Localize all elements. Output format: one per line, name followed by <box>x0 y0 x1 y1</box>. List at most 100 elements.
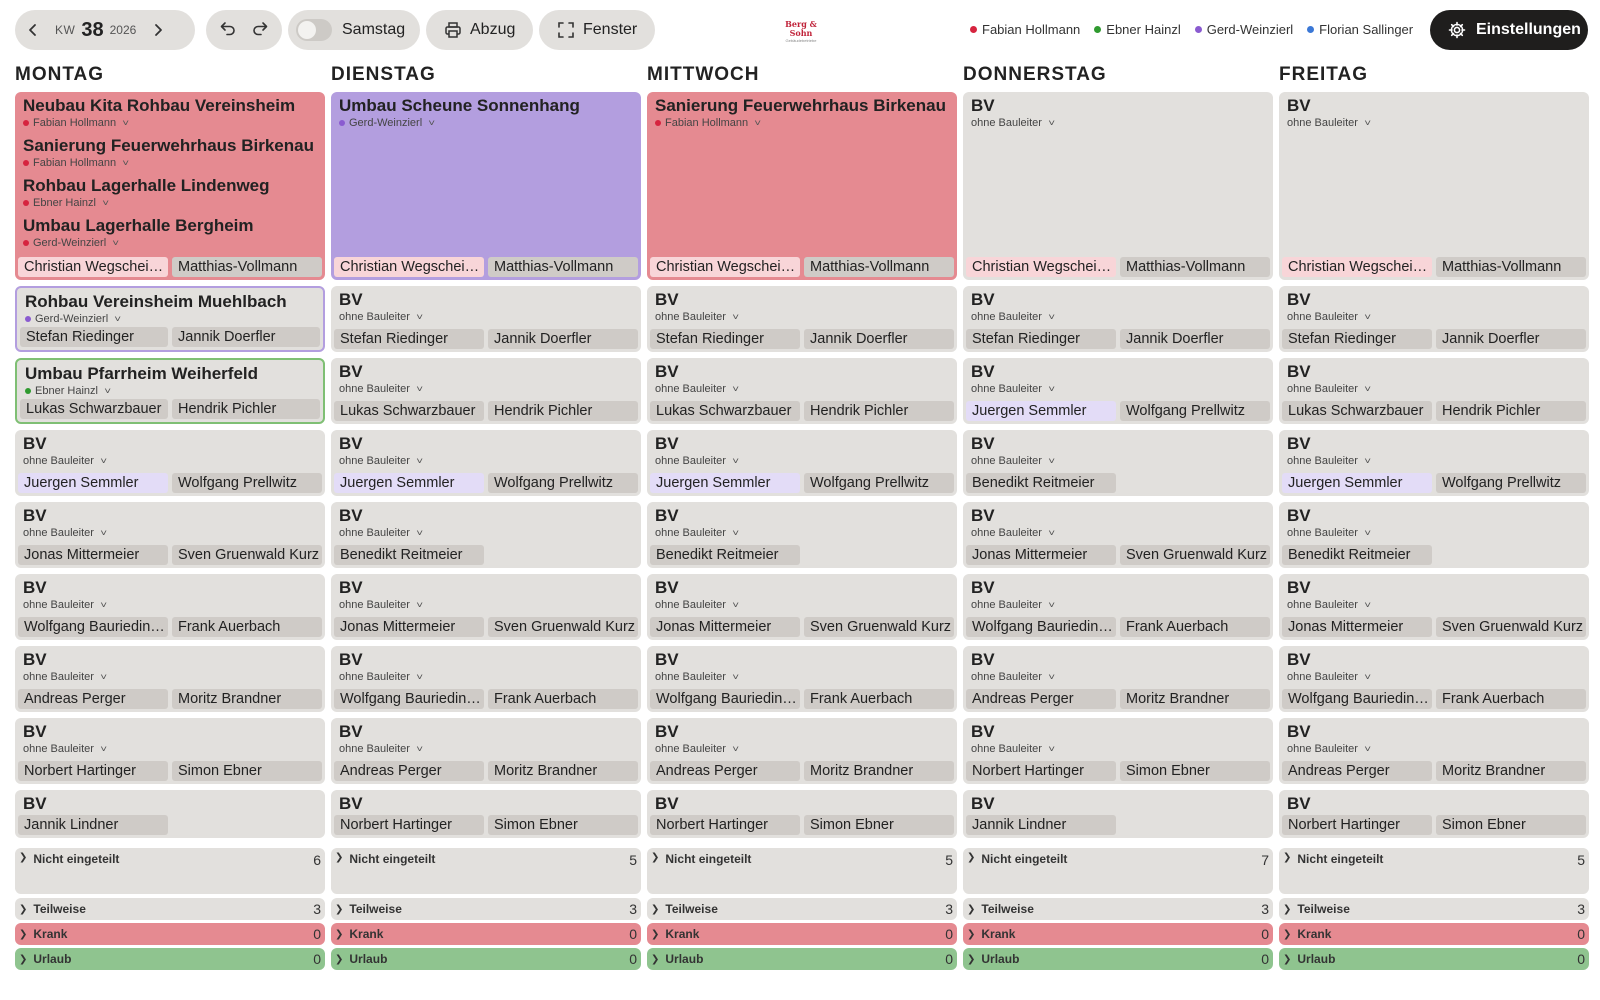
worker-chip[interactable]: Sven Gruenwald Kurz <box>172 545 322 565</box>
project-title[interactable]: BV <box>655 506 679 525</box>
worker-chip[interactable]: Jannik Doerfler <box>172 327 320 347</box>
worker-chip[interactable]: Moritz Brandner <box>1436 761 1586 781</box>
project-title[interactable]: BV <box>1287 434 1311 453</box>
project-title[interactable]: BV <box>339 578 363 597</box>
worker-chip[interactable]: Wolfgang Prellwitz <box>172 473 322 493</box>
print-button[interactable]: Abzug <box>426 10 533 50</box>
worker-chip[interactable]: Andreas Perger <box>1282 761 1432 781</box>
previous-week-button[interactable] <box>15 12 51 48</box>
site-manager-select[interactable]: ohne Bauleiter ˅ <box>971 116 1265 130</box>
worker-chip[interactable]: Matthias-Vollmann <box>488 257 638 277</box>
assignment-card[interactable]: BV ohne Bauleiter ˅ Andreas Perger Moritz Br… <box>15 646 325 712</box>
worker-chip[interactable]: Simon Ebner <box>488 815 638 835</box>
site-manager-select[interactable]: ohne Bauleiter ˅ <box>655 742 949 756</box>
worker-chip[interactable]: Moritz Brandner <box>804 761 954 781</box>
site-manager-select[interactable]: Fabian Hollmann ˅ <box>655 116 949 130</box>
project-title[interactable]: Umbau Lagerhalle Bergheim <box>23 216 254 235</box>
site-manager-select[interactable]: ohne Bauleiter ˅ <box>971 382 1265 396</box>
assignment-card[interactable]: BV ohne Bauleiter ˅ Jonas Mittermeier Sven G… <box>963 502 1273 568</box>
assignment-card[interactable]: BV ohne Bauleiter ˅ Benedikt Reitmeier <box>647 502 957 568</box>
worker-chip[interactable]: Jonas Mittermeier <box>650 617 800 637</box>
site-manager-select[interactable]: ohne Bauleiter ˅ <box>971 670 1265 684</box>
worker-chip[interactable]: Lukas Schwarzbauer <box>1282 401 1432 421</box>
worker-chip[interactable]: Simon Ebner <box>804 815 954 835</box>
site-manager-select[interactable]: ohne Bauleiter ˅ <box>1287 310 1581 324</box>
worker-chip[interactable]: Wolfgang Bauriedinger <box>18 617 168 637</box>
assignment-card[interactable]: BV ohne Bauleiter ˅ Jonas Mittermeier Sven G… <box>15 502 325 568</box>
assignment-card[interactable]: BV ohne Bauleiter ˅ Juergen Semmler Wolfgang… <box>331 430 641 496</box>
partial-section[interactable]: ❯ Teilweise 3 <box>15 898 325 920</box>
settings-button[interactable]: Einstellungen <box>1430 10 1588 50</box>
undo-button[interactable] <box>219 19 237 42</box>
assignment-card[interactable]: BV ohne Bauleiter ˅ Benedikt Reitmeier <box>331 502 641 568</box>
sick-section[interactable]: ❯ Krank 0 <box>331 923 641 945</box>
worker-chip[interactable]: Juergen Semmler <box>18 473 168 493</box>
project-title[interactable]: BV <box>1287 506 1311 525</box>
site-manager-select[interactable]: ohne Bauleiter ˅ <box>971 454 1265 468</box>
assignment-card[interactable]: BV ohne Bauleiter ˅ Stefan Riedinger Jannik … <box>331 286 641 352</box>
assignment-card[interactable]: BV ohne Bauleiter ˅ Jonas Mittermeier Sven G… <box>647 574 957 640</box>
project-title[interactable]: BV <box>339 722 363 741</box>
worker-chip[interactable]: Benedikt Reitmeier <box>966 473 1116 493</box>
assignment-card[interactable]: BV ohne Bauleiter ˅ Wolfgang Bauriedinger Fr… <box>963 574 1273 640</box>
project-title[interactable]: BV <box>23 434 47 453</box>
project-title[interactable]: Rohbau Vereinsheim Muehlbach <box>25 292 287 311</box>
worker-chip[interactable]: Matthias-Vollmann <box>1120 257 1270 277</box>
worker-chip[interactable]: Stefan Riedinger <box>1282 329 1432 349</box>
site-manager-select[interactable]: ohne Bauleiter ˅ <box>339 526 633 540</box>
assignment-card[interactable]: Umbau Pfarrheim Weiherfeld Ebner Hainzl ˅ L… <box>15 358 325 424</box>
worker-chip[interactable]: Simon Ebner <box>1436 815 1586 835</box>
worker-chip[interactable]: Jannik Doerfler <box>488 329 638 349</box>
project-title[interactable]: BV <box>1287 650 1311 669</box>
sick-section[interactable]: ❯ Krank 0 <box>647 923 957 945</box>
assignment-card[interactable]: BV ohne Bauleiter ˅ Christian Wegscheider Ma… <box>1279 92 1589 280</box>
worker-chip[interactable]: Norbert Hartinger <box>334 815 484 835</box>
worker-chip[interactable]: Matthias-Vollmann <box>172 257 322 277</box>
worker-chip[interactable]: Hendrik Pichler <box>804 401 954 421</box>
site-manager-select[interactable]: Fabian Hollmann ˅ <box>23 116 317 130</box>
project-title[interactable]: BV <box>655 362 679 381</box>
project-title[interactable]: BV <box>1287 578 1311 597</box>
assignment-card[interactable]: BV ohne Bauleiter ˅ Benedikt Reitmeier <box>1279 502 1589 568</box>
next-week-button[interactable] <box>140 12 176 48</box>
worker-chip[interactable]: Wolfgang Prellwitz <box>1120 401 1270 421</box>
worker-chip[interactable]: Christian Wegscheider <box>1282 257 1432 277</box>
worker-chip[interactable]: Wolfgang Bauriedinger <box>650 689 800 709</box>
partial-section[interactable]: ❯ Teilweise 3 <box>647 898 957 920</box>
worker-chip[interactable]: Simon Ebner <box>172 761 322 781</box>
project-title[interactable]: BV <box>971 96 995 115</box>
worker-chip[interactable]: Jannik Lindner <box>18 815 168 835</box>
project-title[interactable]: BV <box>1287 362 1311 381</box>
assignment-card[interactable]: BV ohne Bauleiter ˅ Andreas Perger Moritz Br… <box>963 646 1273 712</box>
site-manager-select[interactable]: ohne Bauleiter ˅ <box>23 526 317 540</box>
unassigned-section[interactable]: ❯ Nicht eingeteilt 7 <box>963 848 1273 894</box>
worker-chip[interactable]: Moritz Brandner <box>488 761 638 781</box>
project-title[interactable]: BV <box>971 434 995 453</box>
assignment-card[interactable]: BV ohne Bauleiter ˅ Juergen Semmler Wolfgang… <box>15 430 325 496</box>
project-title[interactable]: BV <box>971 578 995 597</box>
worker-chip[interactable]: Wolfgang Prellwitz <box>1436 473 1586 493</box>
worker-chip[interactable]: Moritz Brandner <box>172 689 322 709</box>
worker-chip[interactable]: Lukas Schwarzbauer <box>334 401 484 421</box>
project-title[interactable]: BV <box>971 722 995 741</box>
site-manager-select[interactable]: ohne Bauleiter ˅ <box>971 598 1265 612</box>
worker-chip[interactable]: Juergen Semmler <box>650 473 800 493</box>
project-title[interactable]: BV <box>339 434 363 453</box>
worker-chip[interactable]: Frank Auerbach <box>1436 689 1586 709</box>
assignment-card[interactable]: BV ohne Bauleiter ˅ Juergen Semmler Wolfgang… <box>647 430 957 496</box>
worker-chip[interactable]: Jannik Doerfler <box>1436 329 1586 349</box>
assignment-card[interactable]: BV ohne Bauleiter ˅ Wolfgang Bauriedinger Fr… <box>15 574 325 640</box>
project-title[interactable]: BV <box>655 794 679 813</box>
site-manager-select[interactable]: Gerd-Weinzierl ˅ <box>23 236 317 250</box>
worker-chip[interactable]: Lukas Schwarzbauer <box>20 399 168 419</box>
worker-chip[interactable]: Wolfgang Bauriedinger <box>334 689 484 709</box>
project-title[interactable]: BV <box>339 362 363 381</box>
sick-section[interactable]: ❯ Krank 0 <box>15 923 325 945</box>
saturday-toggle[interactable]: Samstag <box>288 10 420 50</box>
assignment-card[interactable]: BV ohne Bauleiter ˅ Wolfgang Bauriedinger Fr… <box>647 646 957 712</box>
project-title[interactable]: BV <box>339 290 363 309</box>
project-title[interactable]: BV <box>655 722 679 741</box>
